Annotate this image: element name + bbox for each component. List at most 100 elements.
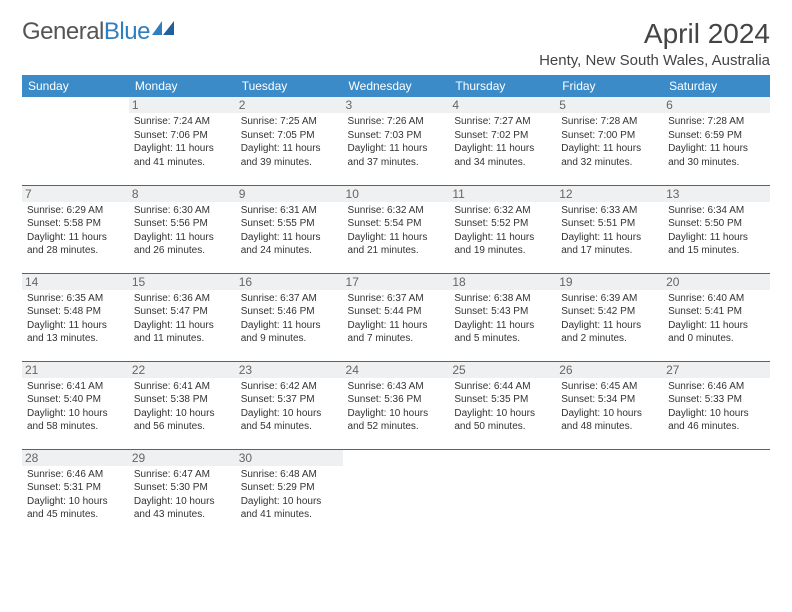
- day-number: 28: [22, 450, 129, 466]
- day-details: Sunrise: 6:41 AMSunset: 5:40 PMDaylight:…: [27, 380, 124, 434]
- day-number: 3: [343, 97, 450, 113]
- day-number: 19: [556, 274, 663, 290]
- calendar-day-cell: [22, 97, 129, 185]
- calendar-day-cell: 6 Sunrise: 7:28 AMSunset: 6:59 PMDaylight…: [663, 97, 770, 185]
- day-details: Sunrise: 7:26 AMSunset: 7:03 PMDaylight:…: [348, 115, 445, 169]
- calendar-week-row: 1 Sunrise: 7:24 AMSunset: 7:06 PMDaylight…: [22, 97, 770, 185]
- day-details: Sunrise: 6:29 AMSunset: 5:58 PMDaylight:…: [27, 204, 124, 258]
- calendar-day-cell: 26Sunrise: 6:45 AMSunset: 5:34 PMDayligh…: [556, 361, 663, 449]
- calendar-day-cell: 7 Sunrise: 6:29 AMSunset: 5:58 PMDaylight…: [22, 185, 129, 273]
- day-details: Sunrise: 6:47 AMSunset: 5:30 PMDaylight:…: [134, 468, 231, 522]
- day-details: Sunrise: 6:32 AMSunset: 5:54 PMDaylight:…: [348, 204, 445, 258]
- day-number: 5: [556, 97, 663, 113]
- calendar-day-cell: 1 Sunrise: 7:24 AMSunset: 7:06 PMDaylight…: [129, 97, 236, 185]
- brand-part2: Blue: [104, 18, 150, 46]
- day-number: 11: [449, 186, 556, 202]
- calendar-day-cell: 4 Sunrise: 7:27 AMSunset: 7:02 PMDaylight…: [449, 97, 556, 185]
- brand-part1: General: [22, 18, 104, 46]
- day-details: Sunrise: 6:48 AMSunset: 5:29 PMDaylight:…: [241, 468, 338, 522]
- calendar-day-cell: 12 Sunrise: 6:33 AMSunset: 5:51 PMDayligh…: [556, 185, 663, 273]
- day-number: 1: [129, 97, 236, 113]
- day-details: Sunrise: 7:25 AMSunset: 7:05 PMDaylight:…: [241, 115, 338, 169]
- day-details: Sunrise: 7:28 AMSunset: 6:59 PMDaylight:…: [668, 115, 765, 169]
- day-number: 10: [343, 186, 450, 202]
- calendar-day-cell: [556, 449, 663, 537]
- calendar-week-row: 7 Sunrise: 6:29 AMSunset: 5:58 PMDaylight…: [22, 185, 770, 273]
- header: GeneralBlue April 2024 Henty, New South …: [22, 18, 770, 69]
- location-text: Henty, New South Wales, Australia: [539, 52, 770, 69]
- calendar-week-row: 21Sunrise: 6:41 AMSunset: 5:40 PMDayligh…: [22, 361, 770, 449]
- calendar-day-cell: 30 Sunrise: 6:48 AMSunset: 5:29 PMDayligh…: [236, 449, 343, 537]
- day-number: 9: [236, 186, 343, 202]
- weekday-header: Sunday: [22, 75, 129, 97]
- day-number: 14: [22, 274, 129, 290]
- weekday-header: Saturday: [663, 75, 770, 97]
- weekday-header: Friday: [556, 75, 663, 97]
- day-details: Sunrise: 6:30 AMSunset: 5:56 PMDaylight:…: [134, 204, 231, 258]
- calendar-day-cell: 17 Sunrise: 6:37 AMSunset: 5:44 PMDayligh…: [343, 273, 450, 361]
- day-number: 16: [236, 274, 343, 290]
- day-details: Sunrise: 6:46 AMSunset: 5:33 PMDaylight:…: [668, 380, 765, 434]
- title-block: April 2024 Henty, New South Wales, Austr…: [539, 18, 770, 69]
- day-number: 4: [449, 97, 556, 113]
- day-details: Sunrise: 6:31 AMSunset: 5:55 PMDaylight:…: [241, 204, 338, 258]
- calendar-day-cell: 8 Sunrise: 6:30 AMSunset: 5:56 PMDaylight…: [129, 185, 236, 273]
- calendar-day-cell: 27 Sunrise: 6:46 AMSunset: 5:33 PMDayligh…: [663, 361, 770, 449]
- day-number: 27: [663, 362, 770, 378]
- logo-sail-icon: [152, 21, 174, 35]
- calendar-day-cell: 23 Sunrise: 6:42 AMSunset: 5:37 PMDayligh…: [236, 361, 343, 449]
- day-details: Sunrise: 6:33 AMSunset: 5:51 PMDaylight:…: [561, 204, 658, 258]
- day-number: 12: [556, 186, 663, 202]
- day-details: Sunrise: 6:32 AMSunset: 5:52 PMDaylight:…: [454, 204, 551, 258]
- calendar-day-cell: 2 Sunrise: 7:25 AMSunset: 7:05 PMDaylight…: [236, 97, 343, 185]
- day-number: 29: [129, 450, 236, 466]
- brand-logo: GeneralBlue: [22, 18, 174, 46]
- day-number: 6: [663, 97, 770, 113]
- calendar-table: Sunday Monday Tuesday Wednesday Thursday…: [22, 75, 770, 537]
- calendar-day-cell: [663, 449, 770, 537]
- day-number: 8: [129, 186, 236, 202]
- day-number: 17: [343, 274, 450, 290]
- day-details: Sunrise: 7:28 AMSunset: 7:00 PMDaylight:…: [561, 115, 658, 169]
- day-number: 30: [236, 450, 343, 466]
- calendar-day-cell: 16Sunrise: 6:37 AMSunset: 5:46 PMDayligh…: [236, 273, 343, 361]
- month-title: April 2024: [539, 18, 770, 50]
- day-details: Sunrise: 6:44 AMSunset: 5:35 PMDaylight:…: [454, 380, 551, 434]
- calendar-day-cell: 5 Sunrise: 7:28 AMSunset: 7:00 PMDaylight…: [556, 97, 663, 185]
- calendar-day-cell: 22Sunrise: 6:41 AMSunset: 5:38 PMDayligh…: [129, 361, 236, 449]
- day-details: Sunrise: 6:40 AMSunset: 5:41 PMDaylight:…: [668, 292, 765, 346]
- weekday-header: Thursday: [449, 75, 556, 97]
- calendar-week-row: 14 Sunrise: 6:35 AMSunset: 5:48 PMDayligh…: [22, 273, 770, 361]
- day-number: 25: [449, 362, 556, 378]
- calendar-week-row: 28Sunrise: 6:46 AMSunset: 5:31 PMDayligh…: [22, 449, 770, 537]
- calendar-day-cell: 24 Sunrise: 6:43 AMSunset: 5:36 PMDayligh…: [343, 361, 450, 449]
- day-number: 20: [663, 274, 770, 290]
- calendar-day-cell: 25 Sunrise: 6:44 AMSunset: 5:35 PMDayligh…: [449, 361, 556, 449]
- day-details: Sunrise: 6:45 AMSunset: 5:34 PMDaylight:…: [561, 380, 658, 434]
- day-number: 7: [22, 186, 129, 202]
- day-details: Sunrise: 6:34 AMSunset: 5:50 PMDaylight:…: [668, 204, 765, 258]
- weekday-header: Wednesday: [343, 75, 450, 97]
- weekday-header-row: Sunday Monday Tuesday Wednesday Thursday…: [22, 75, 770, 97]
- calendar-day-cell: [343, 449, 450, 537]
- weekday-header: Tuesday: [236, 75, 343, 97]
- day-details: Sunrise: 6:43 AMSunset: 5:36 PMDaylight:…: [348, 380, 445, 434]
- day-number: 24: [343, 362, 450, 378]
- day-details: Sunrise: 7:27 AMSunset: 7:02 PMDaylight:…: [454, 115, 551, 169]
- day-number: 23: [236, 362, 343, 378]
- day-number: 15: [129, 274, 236, 290]
- day-details: Sunrise: 6:41 AMSunset: 5:38 PMDaylight:…: [134, 380, 231, 434]
- calendar-day-cell: 11 Sunrise: 6:32 AMSunset: 5:52 PMDayligh…: [449, 185, 556, 273]
- day-number: 18: [449, 274, 556, 290]
- day-details: Sunrise: 6:42 AMSunset: 5:37 PMDaylight:…: [241, 380, 338, 434]
- calendar-day-cell: 19 Sunrise: 6:39 AMSunset: 5:42 PMDayligh…: [556, 273, 663, 361]
- day-details: Sunrise: 6:35 AMSunset: 5:48 PMDaylight:…: [27, 292, 124, 346]
- day-details: Sunrise: 6:39 AMSunset: 5:42 PMDaylight:…: [561, 292, 658, 346]
- calendar-day-cell: 28Sunrise: 6:46 AMSunset: 5:31 PMDayligh…: [22, 449, 129, 537]
- day-details: Sunrise: 6:37 AMSunset: 5:44 PMDaylight:…: [348, 292, 445, 346]
- calendar-day-cell: 9 Sunrise: 6:31 AMSunset: 5:55 PMDaylight…: [236, 185, 343, 273]
- calendar-day-cell: 15Sunrise: 6:36 AMSunset: 5:47 PMDayligh…: [129, 273, 236, 361]
- day-details: Sunrise: 7:24 AMSunset: 7:06 PMDaylight:…: [134, 115, 231, 169]
- day-number: 2: [236, 97, 343, 113]
- calendar-day-cell: 10 Sunrise: 6:32 AMSunset: 5:54 PMDayligh…: [343, 185, 450, 273]
